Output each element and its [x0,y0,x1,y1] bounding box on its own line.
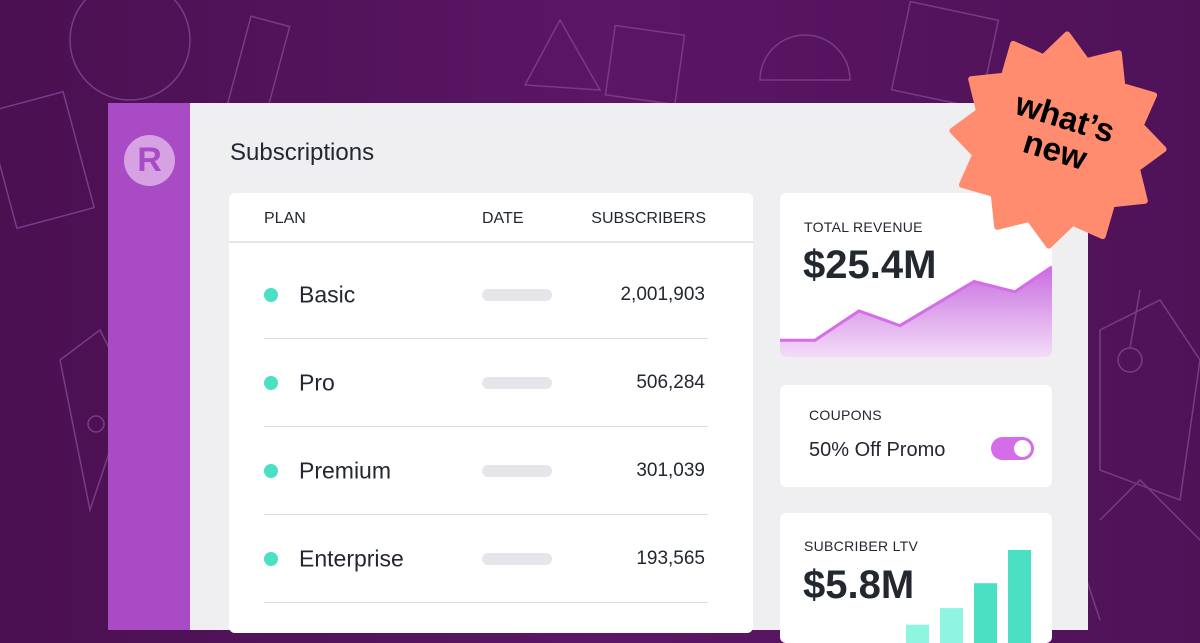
revenue-value: $25.4M [803,243,937,287]
toggle-knob [1014,440,1031,457]
sidebar: R [108,103,190,630]
revenue-area-chart [780,265,1052,357]
date-placeholder [482,288,552,301]
ltv-bar [974,583,997,643]
ltv-bar [940,608,963,643]
coupons-label: COUPONS [809,407,882,423]
subscriber-count: 2,001,903 [620,283,705,305]
subscriber-count: 193,565 [636,547,705,569]
recurly-logo[interactable]: R [124,135,175,186]
subscriber-count: 301,039 [636,459,705,481]
subscriber-ltv-card: SUBCRIBER LTV $5.8M [780,513,1052,643]
ltv-bar-chart [906,550,1031,643]
column-header-date[interactable]: DATE [482,210,524,227]
subscriptions-table: PLAN DATE SUBSCRIBERS Basic 2,001,903 Pro 5… [229,193,753,633]
coupon-toggle[interactable] [991,437,1034,460]
ltv-bar [1008,550,1031,643]
subscriber-count: 506,284 [636,371,705,393]
column-header-plan[interactable]: PLAN [264,210,306,227]
status-dot [264,287,278,302]
coupon-name: 50% Off Promo [809,439,946,461]
table-row[interactable]: Enterprise 193,565 [264,515,708,603]
column-header-subscribers[interactable]: SUBSCRIBERS [591,210,706,227]
plan-name: Pro [299,369,335,395]
status-dot [264,375,278,390]
date-placeholder [482,464,552,477]
table-row[interactable]: Premium 301,039 [264,427,708,515]
header-divider [229,241,753,243]
plan-name: Basic [299,281,356,307]
coupons-card: COUPONS 50% Off Promo [780,385,1052,487]
table-row[interactable]: Basic 2,001,903 [264,251,708,339]
status-dot [264,463,278,478]
plan-name: Premium [299,457,392,483]
revenue-area [780,266,1052,357]
revenue-label: TOTAL REVENUE [804,219,923,235]
ltv-label: SUBCRIBER LTV [804,538,919,554]
date-placeholder [482,552,552,565]
ltv-value: $5.8M [803,563,915,607]
app-window: R Subscriptions PLAN DATE SUBSCRIBERS Ba… [108,103,1088,643]
table-row[interactable]: Pro 506,284 [264,339,708,427]
plan-name: Enterprise [299,545,404,571]
ltv-bar [906,624,929,643]
page-title: Subscriptions [230,139,375,166]
whats-new-badge[interactable] [948,30,1168,250]
background-pattern [0,0,1200,621]
starburst-shape [949,31,1167,249]
status-dot [264,551,278,566]
revenue-line [780,265,1052,342]
date-placeholder [482,376,552,389]
